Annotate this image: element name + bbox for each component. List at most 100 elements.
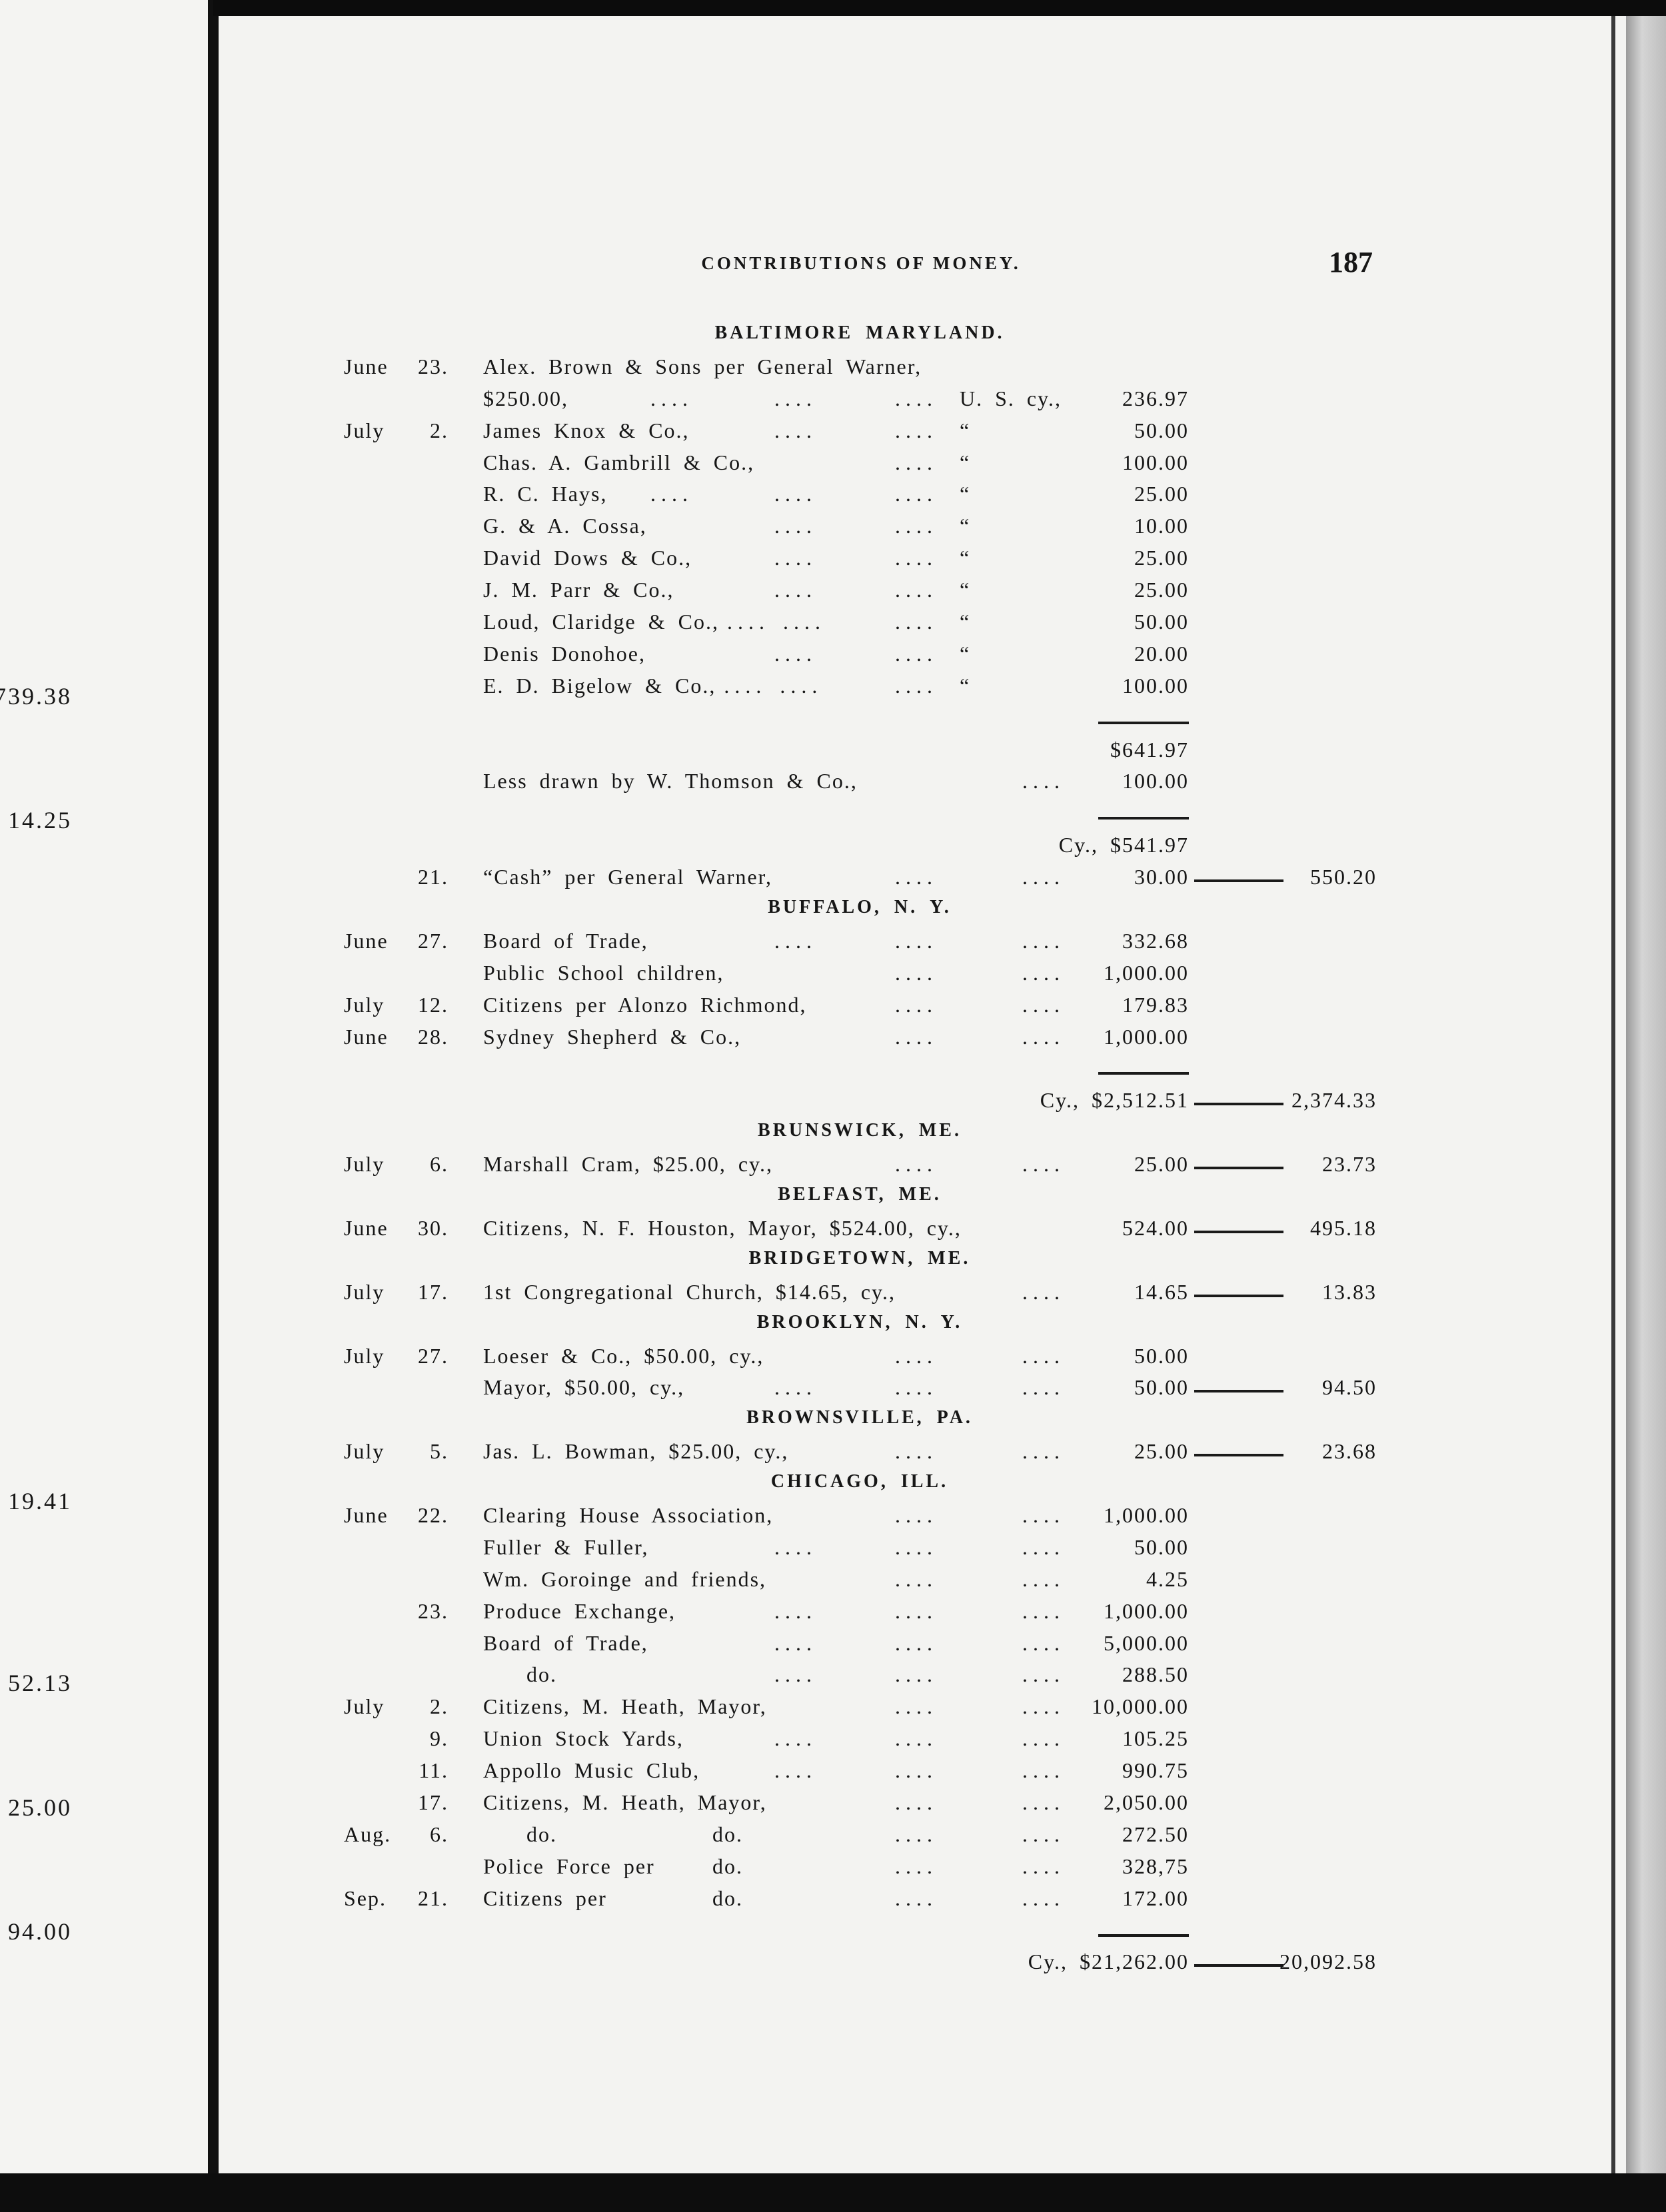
amount: 20.00 [1134, 641, 1189, 666]
dot-leader: .... [895, 928, 938, 953]
dot-leader: .... [1022, 1152, 1065, 1177]
date-month: Aug. [344, 1822, 392, 1846]
dot-leader: .... [774, 1758, 817, 1783]
amount: Cy., $21,262.00 [1028, 1949, 1189, 1974]
section-heading: BUFFALO, N. Y. [768, 897, 952, 918]
date-month: July [344, 1694, 385, 1719]
scan-border-bottom [0, 2173, 1666, 2212]
entry-row: Cy., $21,262.00 20,092.58 [0, 1945, 1666, 1977]
entry-row: July 6. Marshall Cram, $25.00, cy.,.......… [0, 1148, 1666, 1180]
dot-leader: .... [774, 1375, 817, 1400]
amount: 328,75 [1122, 1854, 1189, 1878]
contributor: Jas. L. Bowman, $25.00, cy., [483, 1439, 789, 1464]
scan-border-right [1626, 16, 1666, 2175]
date-month: June [344, 928, 389, 953]
dot-leader: .... [774, 1726, 817, 1751]
running-head: CONTRIBUTIONS OF MONEY. [701, 253, 1021, 273]
previous-page-edge [0, 0, 208, 2212]
amount: 10,000.00 [1092, 1694, 1189, 1719]
dot-leader: .... [895, 1790, 938, 1814]
contributor: $250.00, [483, 386, 568, 410]
gold-total: 20,092.58 [1279, 1949, 1377, 1974]
dot-leader: .... [895, 1854, 938, 1878]
dot-leader: .... [895, 1726, 938, 1751]
entry-row: Cy., $2,512.51 2,374.33 [0, 1084, 1666, 1116]
dot-leader: .... [895, 1534, 938, 1559]
date-month: Sep. [344, 1886, 387, 1910]
dot-leader: .... [650, 386, 693, 410]
contributor: Produce Exchange, [483, 1598, 676, 1623]
dot-leader: .... [895, 1502, 938, 1527]
entry-row: June 22. Clearing House Association,......… [0, 1499, 1666, 1531]
entry-row: July 12. Citizens per Alonzo Richmond,....… [0, 989, 1666, 1021]
section-heading: BRIDGETOWN, ME. [748, 1247, 971, 1269]
dot-leader: .... [774, 482, 817, 506]
section-heading: BROOKLYN, N. Y. [756, 1311, 963, 1333]
entry-row: J. M. Parr & Co.,........ “ 25.00 [0, 574, 1666, 606]
contributor: Chas. A. Gambrill & Co., [483, 450, 755, 474]
contributor: G. & A. Cossa, [483, 514, 647, 538]
dot-leader: .... [1022, 1662, 1065, 1687]
section-heading: BELFAST, ME. [778, 1184, 942, 1205]
dot-leader: .... [1022, 1790, 1065, 1814]
contributor: do. [526, 1822, 557, 1846]
previous-page-fragment: 25.00 [8, 1794, 72, 1821]
amount: 272.50 [1122, 1822, 1189, 1846]
dot-leader: .... [895, 1886, 938, 1910]
amount: 172.00 [1122, 1886, 1189, 1910]
contributor: Sydney Shepherd & Co., [483, 1024, 742, 1049]
page-gutter [208, 0, 219, 2212]
currency-unit: “ [960, 482, 971, 506]
previous-page-fragment: 19.41 [8, 1488, 72, 1514]
dot-leader: .... [895, 1024, 938, 1049]
rule-row [0, 1914, 1666, 1946]
dot-leader: .... [895, 992, 938, 1017]
previous-page-fragment: 739.38 [0, 683, 72, 710]
dot-leader: .... [774, 1662, 817, 1687]
entry-row: Denis Donohoe,........ “ 20.00 [0, 638, 1666, 670]
dot-leader: .... [1022, 1694, 1065, 1719]
section-heading: BALTIMORE MARYLAND. [714, 322, 1005, 343]
total-connector-line [1194, 1964, 1283, 1967]
dot-leader: .... [895, 578, 938, 602]
date-day: 23. [418, 1598, 448, 1623]
dot-leader: .... [895, 1598, 938, 1623]
total-connector-line [1194, 1390, 1283, 1393]
section-row: BROWNSVILLE, PA. [0, 1403, 1666, 1435]
dot-leader: .... [895, 610, 938, 634]
entry-row: $250.00,............ U. S. cy., 236.97 [0, 382, 1666, 414]
dot-leader: .... [895, 482, 938, 506]
dot-leader: .... [1022, 992, 1065, 1017]
rule-row [0, 1052, 1666, 1084]
entry-row: June 23. Alex. Brown & Sons per General Wa… [0, 350, 1666, 382]
section-row: BROOKLYN, N. Y. [0, 1308, 1666, 1340]
sum-rule [1098, 1072, 1189, 1075]
amount: 1,000.00 [1104, 960, 1189, 985]
dot-leader: .... [780, 673, 823, 698]
entry-row: July 27. Loeser & Co., $50.00, cy.,.......… [0, 1340, 1666, 1372]
contributor: Citizens per [483, 1886, 607, 1910]
date-month: July [344, 1279, 385, 1304]
date-day: 12. [418, 992, 448, 1017]
date-day: 6. [430, 1822, 448, 1846]
amount: 4.25 [1146, 1566, 1189, 1591]
entry-row: Wm. Goroinge and friends,........ 4.25 [0, 1563, 1666, 1595]
currency-unit: “ [960, 673, 971, 698]
entry-row: David Dows & Co.,........ “ 25.00 [0, 542, 1666, 574]
entry-row: Public School children,........ 1,000.00 [0, 957, 1666, 989]
dot-leader: .... [895, 418, 938, 442]
entry-row: June 30. Citizens, N. F. Houston, Mayor, $… [0, 1212, 1666, 1244]
amount: 100.00 [1122, 769, 1189, 794]
amount: 179.83 [1122, 992, 1189, 1017]
contributor: E. D. Bigelow & Co., [483, 673, 716, 698]
date-day: 2. [430, 418, 448, 442]
date-day: 28. [418, 1024, 448, 1049]
amount: 105.25 [1122, 1726, 1189, 1751]
date-day: 11. [418, 1758, 448, 1783]
section-row: CHICAGO, ILL. [0, 1467, 1666, 1499]
total-connector-line [1194, 1230, 1283, 1233]
dot-leader: .... [1022, 1630, 1065, 1655]
amount: 50.00 [1134, 610, 1189, 634]
entry-row: Cy., $541.97 [0, 829, 1666, 861]
entry-row: Aug. 6. do. do......... 272.50 [0, 1818, 1666, 1850]
